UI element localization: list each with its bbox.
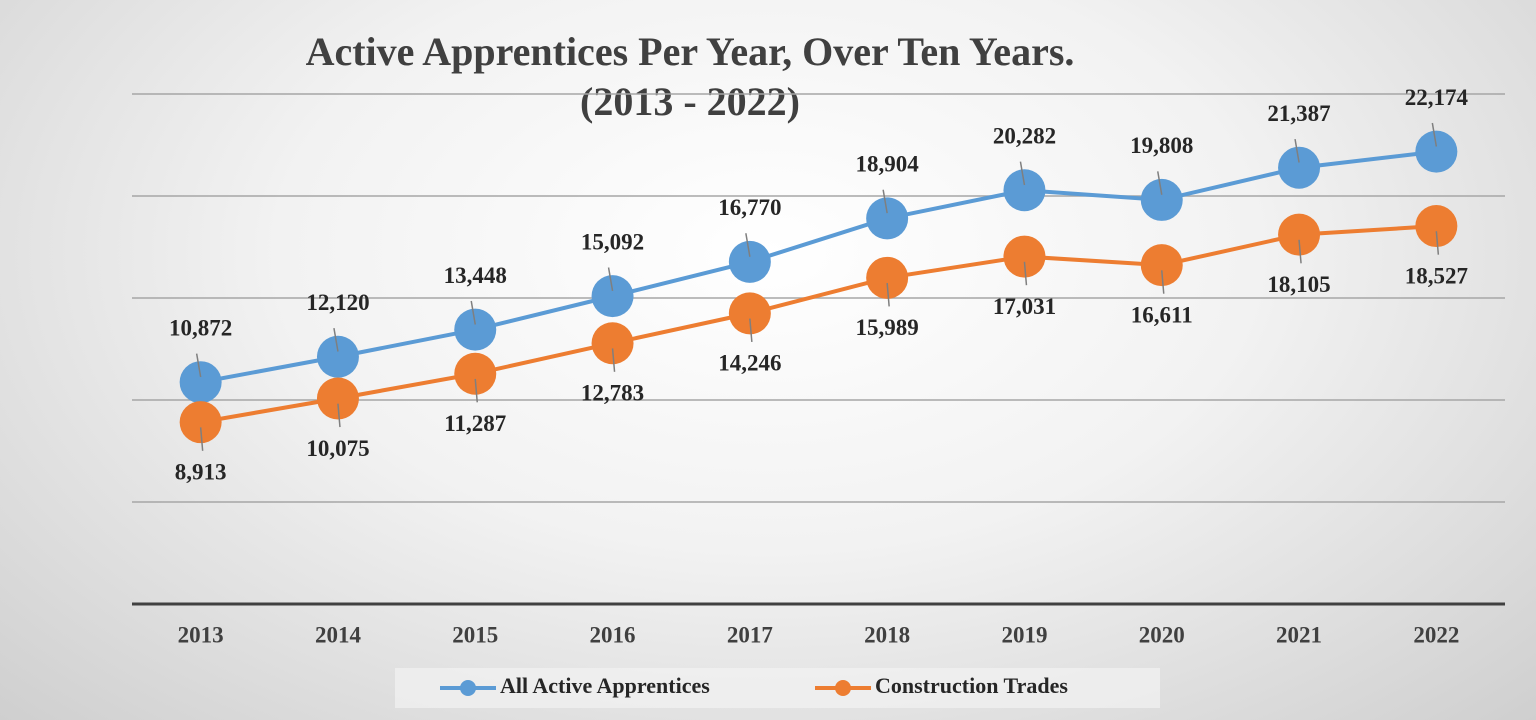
data-point (454, 308, 497, 351)
leader-line (1019, 161, 1026, 186)
leader-line (882, 189, 888, 214)
leader-line (1298, 239, 1302, 264)
x-tick-label: 2016 (590, 622, 636, 647)
leader-line (195, 353, 202, 378)
data-point (1003, 235, 1046, 278)
data-label: 18,527 (1405, 263, 1468, 288)
data-label: 18,904 (856, 152, 920, 177)
data-label: 14,246 (718, 351, 781, 376)
x-tick-label: 2020 (1139, 622, 1185, 647)
x-tick-label: 2013 (178, 622, 224, 647)
series-line (200, 224, 1437, 425)
data-label: 19,808 (1130, 133, 1193, 158)
data-point (728, 292, 771, 335)
data-label: 15,092 (581, 229, 644, 254)
leader-line (1431, 122, 1438, 147)
leader-line (333, 328, 339, 352)
leader-line (611, 348, 616, 372)
x-tick-label: 2022 (1413, 622, 1459, 647)
leader-line (337, 403, 341, 428)
legend-label: Construction Trades (875, 673, 1068, 698)
data-label: 17,031 (993, 294, 1056, 319)
legend-marker (460, 680, 476, 696)
data-label: 11,287 (444, 411, 506, 436)
leader-line (1157, 171, 1163, 195)
data-point (316, 377, 359, 420)
data-label: 15,989 (856, 315, 919, 340)
data-label: 10,872 (169, 315, 232, 340)
data-label: 12,120 (306, 290, 369, 315)
x-tick-label: 2018 (864, 622, 910, 647)
x-tick-label: 2021 (1276, 622, 1322, 647)
x-tick-label: 2017 (727, 622, 773, 647)
data-point (179, 401, 222, 444)
leader-line (607, 267, 614, 292)
leader-line (1023, 261, 1028, 286)
x-tick-label: 2015 (452, 622, 498, 647)
chart-subtitle: (2013 - 2022) (580, 79, 800, 124)
data-label: 13,448 (444, 263, 507, 288)
legend-marker (835, 680, 851, 696)
leader-line (474, 378, 478, 403)
leader-line (749, 318, 753, 343)
x-tick-label: 2019 (1001, 622, 1047, 647)
legend-label: All Active Apprentices (500, 673, 710, 698)
data-point (316, 335, 359, 378)
data-point (591, 275, 634, 318)
data-label: 8,913 (175, 459, 227, 484)
data-point (1003, 169, 1046, 212)
data-point (1278, 146, 1321, 189)
data-point (1140, 244, 1183, 287)
data-point (1415, 205, 1458, 248)
data-label: 21,387 (1267, 101, 1330, 126)
data-point (1278, 213, 1321, 256)
data-label: 20,282 (993, 124, 1056, 149)
data-label: 16,611 (1131, 302, 1193, 327)
series-line (200, 149, 1437, 385)
data-point (1140, 178, 1183, 221)
data-point (728, 240, 771, 283)
data-label: 10,075 (306, 436, 369, 461)
leader-line (1161, 270, 1165, 294)
data-point (179, 361, 222, 404)
leader-line (1435, 231, 1440, 255)
x-tick-label: 2014 (315, 622, 362, 647)
chart-title: Active Apprentices Per Year, Over Ten Ye… (306, 29, 1075, 74)
data-point (1415, 130, 1458, 173)
data-point (866, 197, 909, 240)
data-label: 16,770 (718, 195, 781, 220)
data-label: 22,174 (1405, 85, 1469, 110)
leader-line (745, 233, 751, 257)
leader-line (470, 300, 476, 325)
legend-box (395, 668, 1160, 708)
data-label: 12,783 (581, 381, 644, 406)
data-point (454, 352, 497, 395)
leader-line (199, 427, 204, 451)
data-label: 18,105 (1267, 272, 1330, 297)
leader-line (1294, 138, 1300, 163)
data-point (866, 256, 909, 299)
data-point (591, 322, 634, 365)
leader-line (886, 282, 890, 307)
